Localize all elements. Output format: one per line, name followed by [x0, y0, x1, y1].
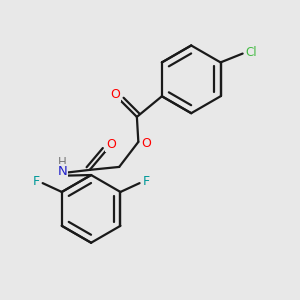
Text: N: N [58, 165, 67, 178]
Text: F: F [33, 175, 40, 188]
Text: O: O [110, 88, 120, 101]
Text: F: F [142, 175, 150, 188]
Text: O: O [141, 137, 151, 150]
Text: O: O [106, 138, 116, 151]
Text: H: H [58, 156, 67, 169]
Text: Cl: Cl [245, 46, 257, 59]
